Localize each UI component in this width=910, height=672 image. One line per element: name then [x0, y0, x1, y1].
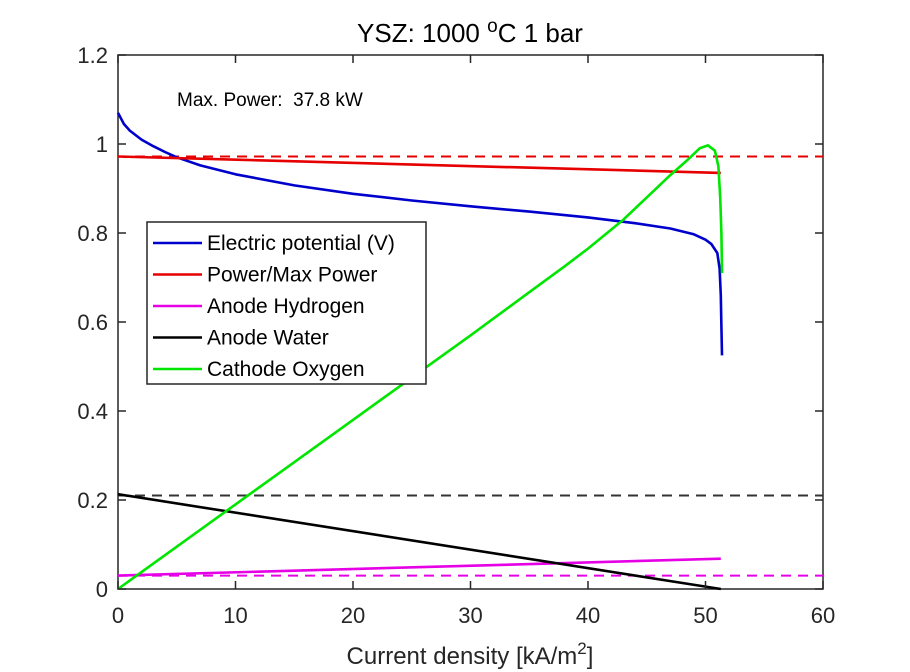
max-power-annotation: Max. Power: 37.8 kW [177, 90, 363, 111]
series-line-anode-water [117, 492, 722, 591]
legend-label: Anode Water [207, 327, 329, 350]
chart-title-rest: C 1 bar [498, 18, 584, 48]
y-tick-label: 1 [96, 132, 108, 157]
x-tick-label: 0 [112, 603, 124, 628]
series-line-cathode-oxygen [117, 144, 724, 591]
chart-title-sup: o [487, 16, 498, 37]
legend-label: Cathode Oxygen [207, 358, 365, 381]
x-axis-label-main: Current density [kA/m [347, 643, 578, 670]
legend: Electric potential (V) Power/Max Power Ano… [146, 221, 427, 385]
x-tick-label: 40 [576, 603, 600, 628]
x-tick-label: 30 [458, 603, 482, 628]
x-tick-label: 20 [341, 603, 365, 628]
series-line-electric-potential-v [116, 112, 724, 356]
x-axis-label-rest: ] [587, 643, 594, 670]
axis-ticks: 0 10 20 30 40 50 60 0 0.2 0.4 0.6 0.8 1 1.2 [77, 43, 835, 628]
x-tick-label: 10 [223, 603, 247, 628]
y-tick-label: 0.4 [77, 399, 108, 424]
x-tick-label: 60 [811, 603, 835, 628]
legend-label: Electric potential (V) [207, 232, 395, 255]
y-tick-label: 1.2 [77, 43, 108, 68]
legend-box [146, 221, 427, 385]
series-line-power-max-power [117, 155, 721, 175]
y-tick-label: 0.2 [77, 488, 108, 513]
x-axis-label-sup: 2 [577, 639, 586, 658]
reference-lines [118, 155, 823, 577]
x-axis-label: Current density [kA/m2] [347, 639, 594, 670]
y-tick-label: 0.8 [77, 221, 108, 246]
series-lines [116, 112, 724, 591]
chart-title: YSZ: 1000 oC 1 bar [357, 16, 583, 48]
series-line-anode-hydrogen [117, 557, 721, 577]
legend-label: Anode Hydrogen [207, 295, 365, 318]
x-tick-label: 50 [693, 603, 717, 628]
chart-title-main: YSZ: 1000 [357, 18, 487, 48]
y-tick-label: 0.6 [77, 310, 108, 335]
legend-label: Power/Max Power [207, 264, 377, 287]
y-tick-label: 0 [96, 577, 108, 602]
